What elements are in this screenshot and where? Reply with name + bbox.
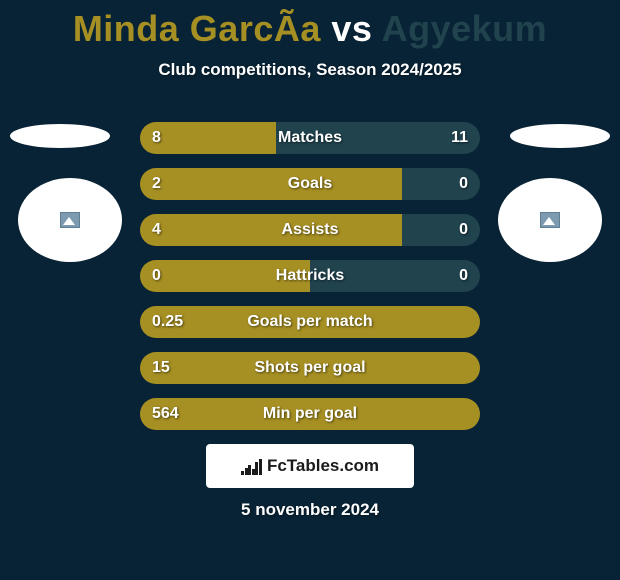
stat-row: Goals per match 0.25 <box>140 306 480 338</box>
player2-avatar-circle <box>498 178 602 262</box>
page-title: Minda GarcÃa vs Agyekum <box>0 0 620 50</box>
stat-seg-player2 <box>402 214 480 246</box>
stat-row: Matches 8 11 <box>140 122 480 154</box>
stat-seg-player1 <box>140 168 402 200</box>
logo-text: FcTables.com <box>267 456 379 476</box>
player2-flag-ellipse <box>510 124 610 148</box>
stat-value-player1: 0.25 <box>152 306 183 338</box>
stat-label: Matches <box>278 122 342 154</box>
stat-value-player1: 15 <box>152 352 170 384</box>
stat-label: Goals per match <box>247 306 372 338</box>
stat-label: Goals <box>288 168 332 200</box>
subtitle: Club competitions, Season 2024/2025 <box>0 60 620 80</box>
stat-row: Shots per goal 15 <box>140 352 480 384</box>
stat-seg-player1 <box>140 214 402 246</box>
stat-value-player1: 0 <box>152 260 161 292</box>
bar-chart-icon <box>241 457 263 475</box>
image-placeholder-icon <box>540 212 560 228</box>
stat-row: Min per goal 564 <box>140 398 480 430</box>
stat-value-player2: 0 <box>459 168 468 200</box>
title-player1: Minda GarcÃa <box>73 8 321 49</box>
stat-label: Assists <box>282 214 339 246</box>
title-vs: vs <box>331 8 381 49</box>
stat-value-player1: 8 <box>152 122 161 154</box>
player1-flag-ellipse <box>10 124 110 148</box>
stat-value-player1: 564 <box>152 398 179 430</box>
fctables-logo: FcTables.com <box>206 444 414 488</box>
stat-row: Goals 2 0 <box>140 168 480 200</box>
stat-value-player2: 0 <box>459 214 468 246</box>
stat-row: Assists 4 0 <box>140 214 480 246</box>
stat-label: Min per goal <box>263 398 357 430</box>
comparison-bars: Matches811Goals20Assists40Hattricks00Goa… <box>140 122 480 444</box>
stat-value-player2: 0 <box>459 260 468 292</box>
title-player2: Agyekum <box>382 8 548 49</box>
stat-value-player2: 11 <box>451 122 468 154</box>
player1-avatar-circle <box>18 178 122 262</box>
stat-row: Hattricks 0 0 <box>140 260 480 292</box>
stat-value-player1: 2 <box>152 168 161 200</box>
date-text: 5 november 2024 <box>0 500 620 520</box>
stat-label: Hattricks <box>276 260 344 292</box>
stat-value-player1: 4 <box>152 214 161 246</box>
stat-seg-player2 <box>402 168 480 200</box>
image-placeholder-icon <box>60 212 80 228</box>
stat-label: Shots per goal <box>254 352 365 384</box>
